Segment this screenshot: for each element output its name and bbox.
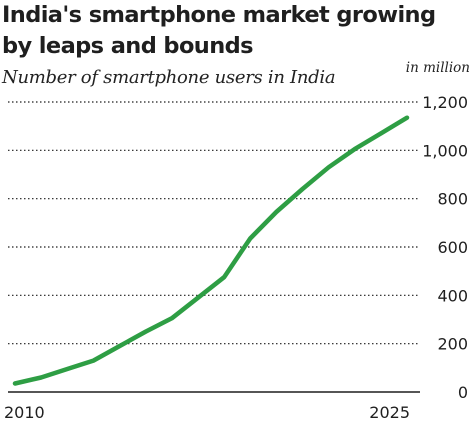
y-tick-label: 800	[437, 190, 468, 209]
y-tick-label: 1,200	[422, 93, 468, 112]
x-tick-label: 2025	[369, 403, 410, 422]
y-tick-label: 400	[437, 286, 468, 305]
series-lines	[12, 115, 410, 386]
y-axis-labels: 0 200 400 600 800 1,000 1,200	[422, 93, 468, 402]
chart-subtitle: Number of smartphone users in India	[2, 67, 336, 88]
y-tick-label: 600	[437, 238, 468, 257]
chart-title: India's smartphone market growing by lea…	[2, 2, 436, 59]
x-tick-label: 2010	[4, 403, 45, 422]
unit-label: in million	[405, 60, 470, 76]
x-axis-labels: 2010 2025	[4, 403, 410, 422]
y-tick-label: 1,000	[422, 141, 468, 160]
y-tick-label: 200	[437, 335, 468, 354]
y-tick-label: 0	[458, 383, 468, 402]
series-line	[12, 115, 410, 386]
grid-lines	[8, 101, 420, 393]
